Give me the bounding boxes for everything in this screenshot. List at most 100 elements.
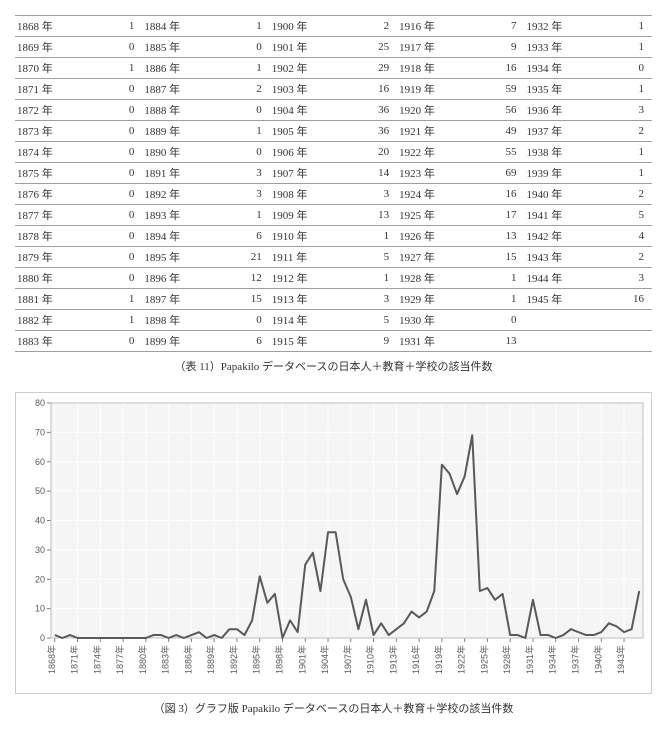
ytick-label: 70 [35, 427, 45, 437]
xtick-label: 1904年 [319, 645, 330, 674]
table-cell-year: 1879 年 [15, 247, 79, 268]
table-cell-year: 1930 年 [397, 310, 461, 331]
table-cell-year: 1886 年 [142, 58, 206, 79]
table-row: 1879 年01895 年211911 年51927 年151943 年2 [15, 247, 652, 268]
xtick-label: 1895年 [251, 645, 262, 674]
table-cell-count: 3 [588, 268, 652, 289]
table-yearly-counts: 1868 年11884 年11900 年21916 年71932 年11869 … [15, 15, 652, 352]
table-cell-count: 1 [79, 310, 143, 331]
table-cell-year: 1876 年 [15, 184, 79, 205]
table-cell-year: 1895 年 [142, 247, 206, 268]
table-cell-year: 1931 年 [397, 331, 461, 352]
table-cell-year: 1903 年 [270, 79, 334, 100]
table-cell-count: 0 [79, 226, 143, 247]
table-cell-year: 1888 年 [142, 100, 206, 121]
table-cell-count: 0 [206, 100, 270, 121]
ytick-label: 50 [35, 486, 45, 496]
table-cell-year: 1889 年 [142, 121, 206, 142]
table-cell-count: 0 [206, 310, 270, 331]
table-cell-year: 1927 年 [397, 247, 461, 268]
table-cell-count: 56 [461, 100, 525, 121]
table-cell-count: 9 [461, 37, 525, 58]
table-cell-year: 1933 年 [525, 37, 589, 58]
table-cell-count: 3 [588, 100, 652, 121]
ytick-label: 20 [35, 574, 45, 584]
table-cell-count: 1 [588, 79, 652, 100]
table-cell-year: 1922 年 [397, 142, 461, 163]
table-caption: （表 11）Papakilo データベースの日本人＋教育＋学校の該当件数 [15, 358, 652, 374]
table-cell-count: 0 [79, 121, 143, 142]
table-cell-count: 9 [333, 331, 397, 352]
table-cell-year: 1902 年 [270, 58, 334, 79]
chart-caption: （図 3）グラフ版 Papakilo データベースの日本人＋教育＋学校の該当件数 [15, 700, 652, 716]
xtick-label: 1886年 [182, 645, 193, 674]
table-cell-count: 0 [79, 268, 143, 289]
table-cell-year: 1874 年 [15, 142, 79, 163]
table-cell-year: 1881 年 [15, 289, 79, 310]
xtick-label: 1868年 [46, 645, 57, 674]
table-cell-count: 6 [206, 331, 270, 352]
table-cell-count: 1 [588, 16, 652, 37]
table-cell-year: 1936 年 [525, 100, 589, 121]
table-cell-year: 1913 年 [270, 289, 334, 310]
table-cell-count: 36 [333, 100, 397, 121]
table-cell-count: 16 [588, 289, 652, 310]
table-cell-year: 1937 年 [525, 121, 589, 142]
table-cell-count: 0 [206, 142, 270, 163]
table-cell-year: 1919 年 [397, 79, 461, 100]
table-cell-count: 0 [79, 184, 143, 205]
table-cell-year: 1890 年 [142, 142, 206, 163]
table-cell-year: 1928 年 [397, 268, 461, 289]
table-row: 1877 年01893 年11909 年131925 年171941 年5 [15, 205, 652, 226]
ytick-label: 30 [35, 545, 45, 555]
ytick-label: 40 [35, 516, 45, 526]
table-cell-year: 1940 年 [525, 184, 589, 205]
table-row: 1880 年01896 年121912 年11928 年11944 年3 [15, 268, 652, 289]
table-cell-year: 1873 年 [15, 121, 79, 142]
table-cell-count: 21 [206, 247, 270, 268]
table-cell-count: 14 [333, 163, 397, 184]
table-cell-count: 1 [206, 121, 270, 142]
xtick-label: 1937年 [569, 645, 580, 674]
table-cell-count: 3 [333, 289, 397, 310]
table-cell-count: 1 [206, 58, 270, 79]
table-cell-year: 1896 年 [142, 268, 206, 289]
ytick-label: 10 [35, 604, 45, 614]
table-cell-year: 1884 年 [142, 16, 206, 37]
xtick-label: 1934年 [547, 645, 558, 674]
table-cell-count: 0 [79, 163, 143, 184]
table-cell-year: 1907 年 [270, 163, 334, 184]
table-cell-year: 1911 年 [270, 247, 334, 268]
xtick-label: 1889年 [205, 645, 216, 674]
table-cell-count: 1 [79, 289, 143, 310]
table-cell-year [525, 331, 589, 352]
table-cell-year: 1935 年 [525, 79, 589, 100]
table-row: 1869 年01885 年01901 年251917 年91933 年1 [15, 37, 652, 58]
table-cell-count: 0 [461, 310, 525, 331]
table-cell-year: 1929 年 [397, 289, 461, 310]
table-cell-count: 0 [79, 79, 143, 100]
table-row: 1873 年01889 年11905 年361921 年491937 年2 [15, 121, 652, 142]
xtick-label: 1892年 [228, 645, 239, 674]
table-cell-year: 1875 年 [15, 163, 79, 184]
table-cell-year: 1871 年 [15, 79, 79, 100]
table-cell-count: 6 [206, 226, 270, 247]
table-cell-count: 0 [79, 100, 143, 121]
table-cell-count: 69 [461, 163, 525, 184]
table-cell-year: 1944 年 [525, 268, 589, 289]
table-cell-count: 15 [461, 247, 525, 268]
table-cell-count: 5 [333, 310, 397, 331]
table-cell-count: 0 [206, 37, 270, 58]
table-cell-count: 13 [461, 226, 525, 247]
table-cell-count: 1 [206, 16, 270, 37]
table-cell-count: 20 [333, 142, 397, 163]
table-cell-year: 1939 年 [525, 163, 589, 184]
table-cell-year: 1921 年 [397, 121, 461, 142]
table-cell-count: 1 [461, 289, 525, 310]
table-cell-year: 1941 年 [525, 205, 589, 226]
table-cell-count: 1 [79, 58, 143, 79]
ytick-label: 60 [35, 457, 45, 467]
table-row: 1883 年01899 年61915 年91931 年13 [15, 331, 652, 352]
table-cell-count: 1 [206, 205, 270, 226]
table-cell-year: 1900 年 [270, 16, 334, 37]
